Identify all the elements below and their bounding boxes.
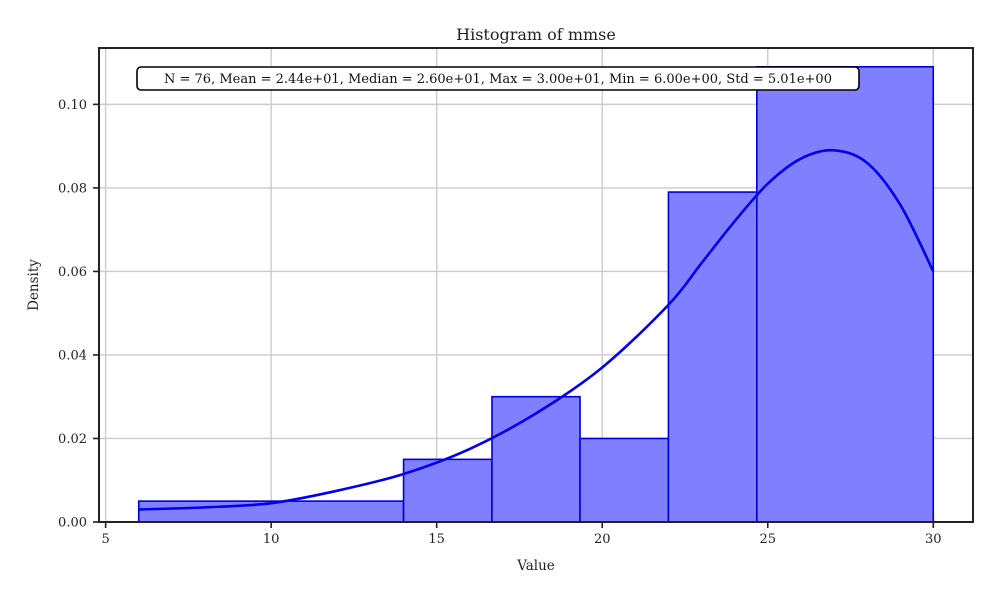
chart-title: Histogram of mmse [456, 25, 616, 44]
stats-annotation: N = 76, Mean = 2.44e+01, Median = 2.60e+… [136, 66, 860, 91]
histogram-bar [667, 191, 758, 523]
x-tick-label: 30 [925, 532, 942, 547]
y-tick-label: 0.02 [58, 432, 87, 447]
histogram-bar [756, 65, 935, 523]
x-axis-label: Value [516, 558, 555, 574]
histogram-bar [491, 395, 581, 523]
x-tick-label: 15 [428, 532, 445, 547]
y-tick-label: 0.04 [58, 348, 87, 363]
y-tick-label: 0.06 [58, 265, 87, 280]
histogram-bar [579, 437, 670, 523]
x-tick-label: 5 [101, 532, 109, 547]
tick-labels: 5 10 15 20 25 30 0.00 0.02 0.04 0.06 0.08 0.10 [58, 98, 941, 547]
kde-curve-group [138, 148, 935, 511]
y-tick-label: 0.08 [58, 181, 87, 196]
axes [93, 47, 974, 528]
x-tick-label: 25 [759, 532, 776, 547]
plot-frame [98, 47, 974, 523]
y-axis-label: Density [26, 259, 42, 311]
x-tick-label: 10 [263, 532, 280, 547]
stats-box [136, 66, 860, 91]
y-tick-label: 0.00 [58, 516, 87, 531]
x-tick-label: 20 [594, 532, 611, 547]
stats-text: N = 76, Mean = 2.44e+01, Median = 2.60e+… [164, 72, 832, 87]
kde-line [138, 148, 935, 511]
histogram-bars [137, 65, 935, 523]
y-tick-label: 0.10 [58, 98, 87, 113]
